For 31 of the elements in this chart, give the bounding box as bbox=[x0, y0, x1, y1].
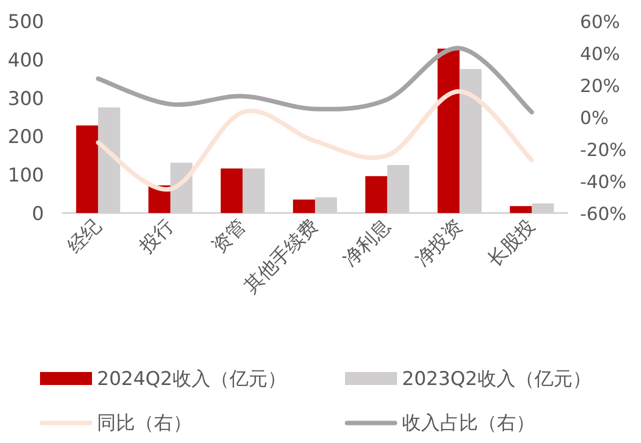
y-tick-label: 200 bbox=[8, 126, 44, 148]
y2-tick-label: -40% bbox=[580, 172, 627, 193]
y-tick-label: 0 bbox=[32, 203, 44, 225]
x-tick-label: 净利息 bbox=[338, 214, 395, 271]
legend-label: 2024Q2收入（亿元） bbox=[97, 368, 286, 390]
bar bbox=[76, 125, 98, 213]
line-series bbox=[96, 89, 534, 192]
y2-tick-label: -60% bbox=[580, 204, 627, 225]
bar bbox=[510, 206, 532, 213]
legend-label: 2023Q2收入（亿元） bbox=[402, 368, 592, 390]
y-tick-label: 100 bbox=[8, 164, 44, 187]
y2-tick-label: 0% bbox=[580, 108, 609, 129]
y-tick-label: 400 bbox=[8, 49, 44, 72]
y2-tick-label: 20% bbox=[580, 76, 620, 97]
line-series bbox=[96, 46, 534, 114]
y2-tick-label: -20% bbox=[580, 140, 627, 161]
bar bbox=[220, 168, 243, 213]
y-tick-label: 500 bbox=[8, 11, 44, 33]
bar bbox=[365, 176, 388, 213]
bar bbox=[438, 48, 460, 213]
legend-label: 同比（右） bbox=[97, 412, 192, 434]
x-tick-label: 长股投 bbox=[484, 214, 540, 271]
x-tick-label: 净投资 bbox=[411, 214, 468, 271]
y2-tick-label: 40% bbox=[580, 44, 620, 65]
y-tick-label: 300 bbox=[8, 88, 44, 110]
x-tick-label: 投行 bbox=[134, 214, 178, 258]
x-tick-label: 经纪 bbox=[63, 214, 106, 258]
x-tick-label: 资管 bbox=[208, 214, 250, 258]
legend-label: 收入占比（右） bbox=[402, 412, 535, 434]
y2-tick-label: 60% bbox=[580, 12, 620, 33]
bar bbox=[293, 200, 315, 213]
